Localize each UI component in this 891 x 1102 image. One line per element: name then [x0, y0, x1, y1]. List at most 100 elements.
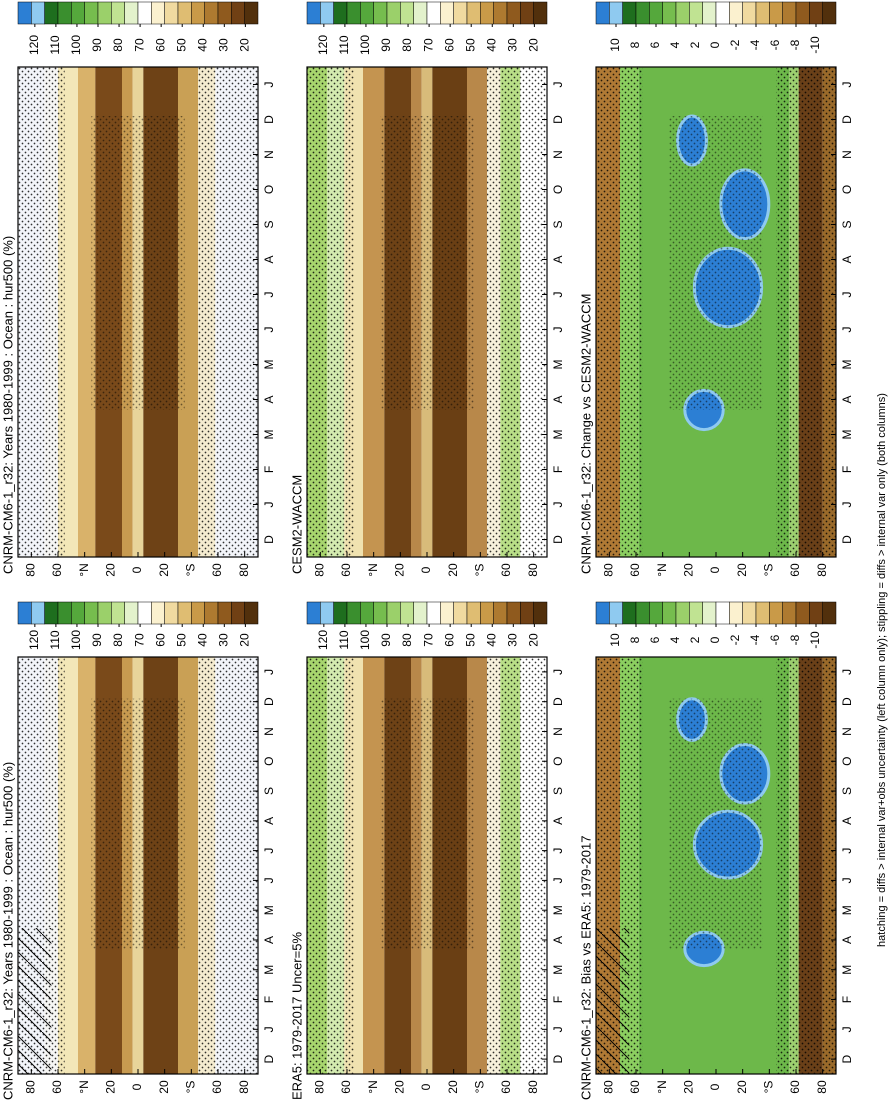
colorbar-box: [413, 1, 428, 25]
x-tick-label: F: [262, 466, 276, 473]
y-tick-label: 20: [446, 1080, 460, 1094]
x-tick-label: J: [262, 1026, 276, 1032]
y-tick-label: °S: [762, 564, 776, 577]
colorbar-label: -2: [728, 39, 742, 50]
colorbar-box: [360, 1, 374, 25]
colorbar-box: [333, 601, 348, 625]
colorbar-box: [204, 1, 219, 25]
x-tick-label: J: [840, 669, 854, 675]
colorbar-label: 6: [648, 41, 662, 48]
colorbar-label: 4: [668, 636, 682, 643]
colorbar-box: [164, 1, 179, 25]
y-tick-label: 60: [50, 563, 64, 577]
colorbar-label: 110: [337, 35, 351, 54]
x-tick-label: M: [551, 965, 565, 975]
y-tick-label: 80: [815, 1080, 829, 1094]
y-tick-label: 20: [104, 563, 118, 577]
x-tick-label: J: [840, 848, 854, 854]
stippling: [307, 657, 354, 1074]
y-tick-label: 60: [499, 1080, 513, 1094]
x-tick-label: J: [262, 502, 276, 508]
colorbar-box: [702, 1, 717, 25]
colorbar-box: [440, 1, 454, 25]
colorbar-box: [609, 601, 623, 625]
colorbar-label: 50: [463, 38, 477, 52]
x-tick-label: A: [262, 395, 276, 403]
x-tick-label: M: [551, 360, 565, 370]
x-tick-label: N: [551, 150, 565, 159]
hatching: [18, 928, 52, 1074]
colorbar-label: 100: [358, 35, 372, 55]
colorbar-label: -4: [748, 39, 762, 50]
colorbar-label: -10: [808, 631, 822, 649]
colorbar-label: 2: [688, 41, 702, 48]
stippling: [198, 67, 258, 557]
y-tick-label: 0: [708, 1083, 722, 1090]
colorbar-box: [217, 1, 232, 25]
colorbar-label: 120: [27, 630, 41, 650]
colorbar-box: [31, 1, 45, 25]
colorbar-label: 70: [132, 633, 146, 647]
colorbar-label: -10: [808, 36, 822, 54]
x-tick-label: N: [262, 150, 276, 159]
colorbar-label: -6: [768, 634, 782, 645]
x-tick-label: A: [840, 817, 854, 825]
x-tick-label: M: [262, 965, 276, 975]
y-tick-label: 80: [237, 563, 251, 577]
x-tick-label: M: [262, 905, 276, 915]
colorbar-box: [769, 1, 783, 25]
y-tick-label: °S: [762, 1081, 776, 1094]
colorbar-box: [769, 601, 783, 625]
panel-title: ERA5: 1979-2017 Uncer=5%: [289, 932, 304, 1100]
stippling: [776, 67, 836, 557]
y-tick-label: °N: [366, 1080, 380, 1093]
y-tick-label: 60: [210, 563, 224, 577]
field-band: [363, 657, 385, 1074]
x-tick-label: M: [262, 360, 276, 370]
x-tick-label: D: [262, 535, 276, 544]
colorbar-box: [44, 601, 59, 625]
colorbar-box: [440, 601, 454, 625]
x-tick-label: O: [551, 185, 565, 194]
x-tick-label: D: [551, 115, 565, 124]
colorbar-box: [480, 601, 494, 625]
colorbar-box: [809, 1, 823, 25]
y-tick-label: 0: [419, 1083, 433, 1090]
x-tick-label: F: [840, 996, 854, 1003]
y-tick-label: 60: [210, 1080, 224, 1094]
colorbar-label: 8: [628, 41, 642, 48]
x-tick-label: A: [262, 255, 276, 263]
colorbar-label: 60: [442, 38, 456, 52]
colorbar-box: [453, 601, 468, 625]
colorbar-box: [675, 601, 690, 625]
x-tick-label: A: [551, 936, 565, 944]
x-tick-label: J: [262, 669, 276, 675]
colorbar-box: [795, 601, 810, 625]
x-tick-label: O: [551, 757, 565, 766]
field-band: [363, 67, 385, 557]
colorbar-label: 0: [708, 41, 722, 48]
colorbar-box: [320, 601, 334, 625]
colorbar-box: [715, 601, 730, 625]
colorbar-box: [320, 1, 334, 25]
colorbar-box: [373, 601, 388, 625]
colorbar-label: 40: [195, 633, 209, 647]
stippling: [307, 67, 354, 557]
x-tick-label: M: [840, 965, 854, 975]
colorbar-box: [466, 1, 481, 25]
x-tick-label: J: [840, 292, 854, 298]
y-tick-label: 20: [682, 1080, 696, 1094]
colorbar-label: 20: [527, 633, 541, 647]
colorbar-box: [635, 1, 650, 25]
x-tick-label: D: [262, 115, 276, 124]
colorbar-box: [97, 601, 112, 625]
colorbar-box: [151, 1, 165, 25]
colorbar-label: 90: [90, 633, 104, 647]
colorbar-box: [426, 1, 441, 25]
colorbar-label: 120: [316, 35, 330, 55]
colorbar-box: [217, 601, 232, 625]
x-tick-label: J: [551, 292, 565, 298]
panel-title: CESM2-WACCM: [289, 475, 304, 574]
y-tick-label: °N: [77, 1080, 91, 1093]
y-tick-label: 80: [313, 1080, 327, 1094]
